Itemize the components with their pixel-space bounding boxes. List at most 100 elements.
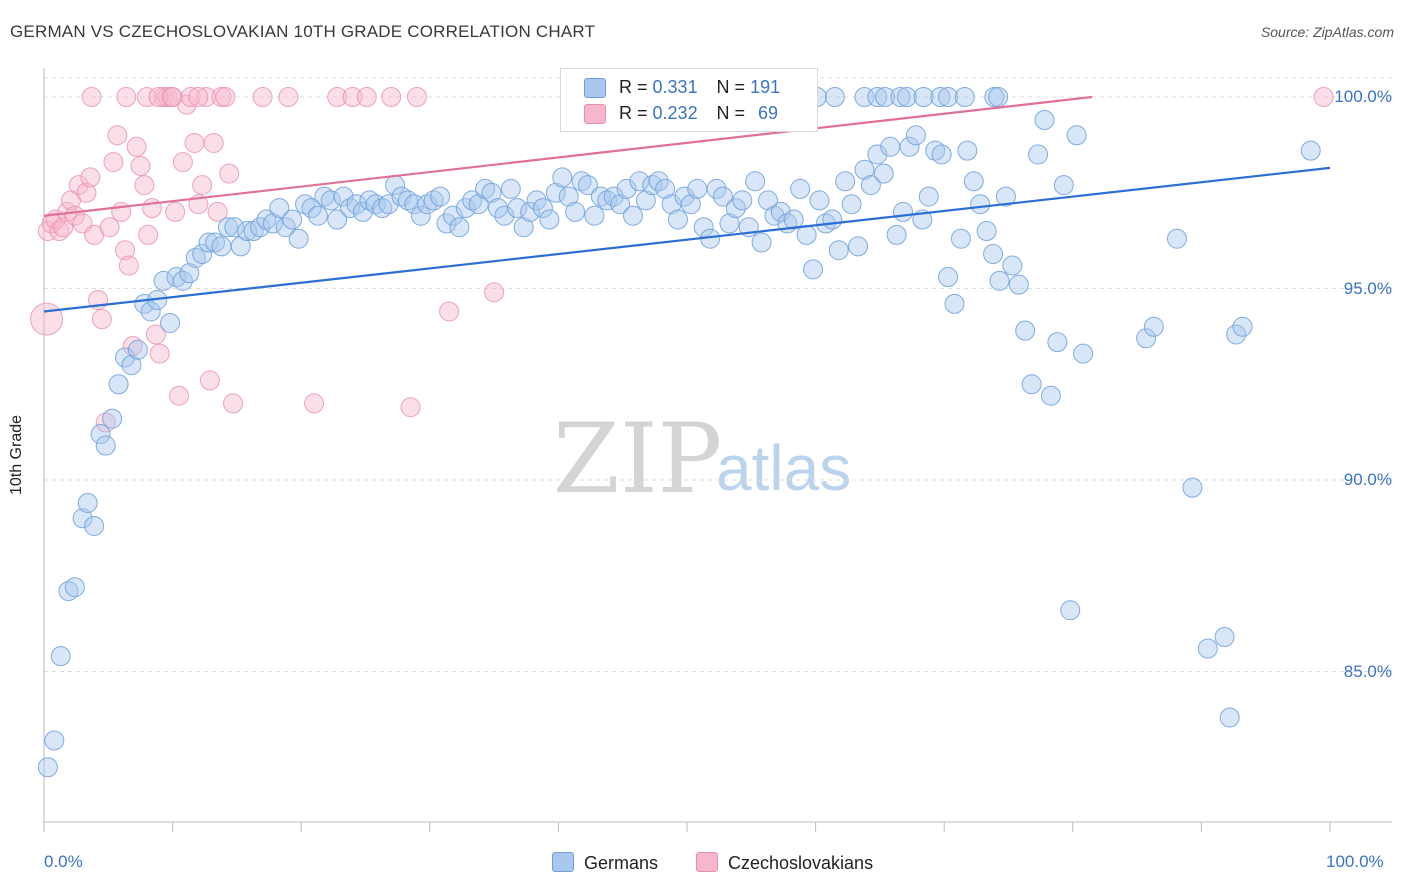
germans-point bbox=[121, 355, 142, 376]
germans-point bbox=[205, 232, 226, 253]
germans-point bbox=[140, 301, 161, 322]
germans-point bbox=[1143, 316, 1164, 337]
germans-point bbox=[1232, 316, 1253, 337]
germans-point bbox=[160, 312, 181, 333]
gridlines bbox=[44, 77, 1392, 672]
germans-point bbox=[896, 87, 917, 107]
germans-point bbox=[824, 87, 845, 107]
germans-point bbox=[732, 190, 753, 211]
germans-point bbox=[127, 339, 148, 360]
germans-point bbox=[835, 171, 856, 192]
germans-point bbox=[1300, 140, 1321, 161]
chart-title: GERMAN VS CZECHOSLOVAKIAN 10TH GRADE COR… bbox=[10, 22, 596, 41]
germans-point bbox=[803, 259, 824, 280]
n-label: N = bbox=[716, 77, 746, 97]
germans-point bbox=[558, 186, 579, 207]
czechoslovakians-point bbox=[356, 87, 377, 107]
y-tick-label: 90.0% bbox=[1343, 470, 1392, 489]
germans-point bbox=[950, 228, 971, 249]
germans-point bbox=[667, 209, 688, 230]
germans-point bbox=[545, 182, 566, 203]
stats-legend: R = 0.331 N = 191 R = 0.232 N = 69 bbox=[560, 68, 818, 132]
germans-point bbox=[571, 171, 592, 192]
czechoslovakians-point bbox=[134, 175, 155, 196]
germans-point bbox=[828, 240, 849, 261]
germans-point bbox=[275, 217, 296, 238]
germans-point bbox=[192, 244, 213, 265]
czechoslovakians-point bbox=[68, 175, 89, 196]
germans-point bbox=[1053, 175, 1074, 196]
germans-point bbox=[539, 209, 560, 230]
germans-point bbox=[719, 213, 740, 234]
germans-point bbox=[1040, 385, 1061, 406]
germans-point bbox=[288, 228, 309, 249]
germans-point bbox=[243, 221, 264, 242]
germans-point bbox=[1219, 707, 1240, 728]
germans-point bbox=[417, 194, 438, 215]
germans-point bbox=[1197, 638, 1218, 659]
germans-point bbox=[995, 186, 1016, 207]
germans-point bbox=[642, 175, 663, 196]
czechoslovakians-point bbox=[142, 198, 163, 219]
germans-point bbox=[262, 213, 283, 234]
germans-point bbox=[507, 198, 528, 219]
germans-point bbox=[217, 217, 238, 238]
germans-point bbox=[783, 209, 804, 230]
germans-point bbox=[976, 221, 997, 242]
germans-point bbox=[352, 201, 373, 222]
germans-point bbox=[230, 236, 251, 257]
germans-point bbox=[622, 205, 643, 226]
germans-point bbox=[790, 178, 811, 199]
czechoslovakians-point bbox=[327, 87, 348, 107]
germans-point bbox=[108, 374, 129, 395]
germans-point bbox=[237, 221, 258, 242]
czechoslovakians-point bbox=[103, 152, 124, 173]
czechoslovakians-point bbox=[215, 87, 236, 107]
germans-point bbox=[796, 224, 817, 245]
y-tick-label: 100.0% bbox=[1334, 87, 1392, 106]
czechoslovakians-point bbox=[219, 163, 240, 184]
czechoslovakians-legend-label: Czechoslovakians bbox=[728, 853, 874, 873]
germans-point bbox=[198, 232, 219, 253]
germans-point bbox=[462, 190, 483, 211]
germans-point bbox=[256, 209, 277, 230]
czechoslovakians-r-value: 0.232 bbox=[652, 103, 698, 123]
germans-point bbox=[905, 125, 926, 146]
germans-point bbox=[822, 209, 843, 230]
germans-point bbox=[1136, 328, 1157, 349]
germans-point bbox=[532, 198, 553, 219]
czechoslovakians-point bbox=[400, 397, 421, 418]
czechoslovakians-point bbox=[81, 87, 102, 107]
x-tick-min: 0.0% bbox=[44, 852, 83, 871]
czechoslovakians-point bbox=[115, 240, 136, 261]
germans-legend-swatch bbox=[552, 852, 574, 872]
germans-point bbox=[1021, 374, 1042, 395]
y-tick-label: 95.0% bbox=[1343, 278, 1392, 298]
germans-point bbox=[90, 424, 111, 445]
germans-point bbox=[610, 194, 631, 215]
czechoslovakians-point bbox=[138, 224, 159, 245]
germans-r-value: 0.331 bbox=[652, 77, 698, 97]
germans-point bbox=[481, 182, 502, 203]
germans-point bbox=[751, 232, 772, 253]
germans-point bbox=[1226, 324, 1247, 345]
watermark-atlas: atlas bbox=[716, 432, 851, 504]
germans-point bbox=[166, 267, 187, 288]
germans-point bbox=[938, 87, 959, 107]
germans-point bbox=[809, 190, 830, 211]
n-label: N = bbox=[716, 103, 746, 123]
germans-point bbox=[913, 87, 934, 107]
germans-point bbox=[307, 205, 328, 226]
germans-point bbox=[449, 217, 470, 238]
germans-point bbox=[1066, 125, 1087, 146]
czechoslovakians-point bbox=[172, 152, 193, 173]
germans-point bbox=[873, 163, 894, 184]
trend-lines bbox=[43, 95, 1331, 313]
czechoslovakians-point bbox=[30, 302, 64, 336]
germans-point bbox=[1214, 627, 1235, 648]
axes bbox=[43, 68, 1392, 832]
germans-point bbox=[1073, 343, 1094, 364]
germans-point bbox=[1182, 477, 1203, 498]
germans-point bbox=[674, 186, 695, 207]
germans-point bbox=[102, 408, 123, 429]
